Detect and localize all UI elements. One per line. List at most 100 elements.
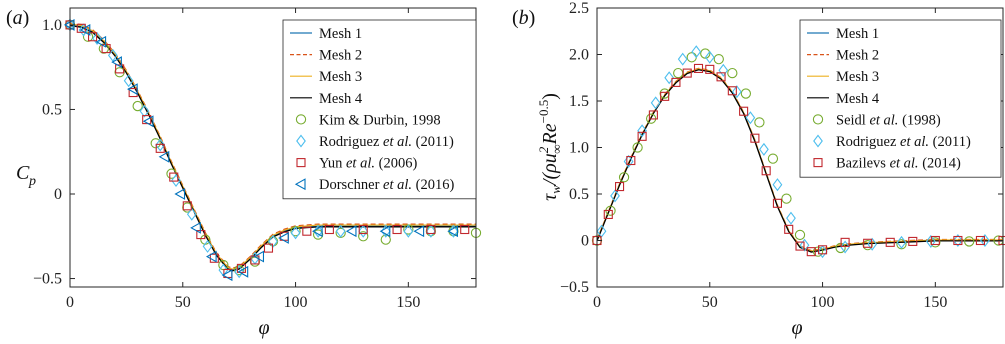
panel-b-point-seidl-et-al-1998	[781, 193, 792, 204]
panel-b-point-seidl-et-al-1998	[862, 239, 873, 251]
panel-a-xtick-label: 0	[66, 294, 74, 311]
panel-b-point-bazilevs-et-al-2014	[795, 241, 805, 251]
panel-b-point-rodriguez-et-al-2011	[637, 124, 647, 138]
panel-b-legend-swatch-rodriguez-et-al-2011	[813, 134, 823, 148]
panel-a-legend-label: Mesh 1	[319, 26, 362, 42]
panel-b-ticks: 0 50 100 150−0.500.51.01.52.02.5	[560, 0, 1003, 311]
panel-b-point-rodriguez-et-al-2011	[867, 237, 878, 251]
panel-a-line-mesh-2	[69, 22, 476, 269]
panel-b-legend-label: Mesh 3	[836, 69, 879, 85]
panel-b-point-bazilevs-et-al-2014	[818, 245, 828, 255]
panel-b-point-rodriguez-et-al-2011	[786, 211, 796, 225]
panel-b-point-bazilevs-et-al-2014	[626, 155, 636, 166]
panel-a-point-rodriguez-et-al-2011	[186, 207, 197, 221]
panel-a-point-dorschner-et-al-2016	[237, 265, 249, 278]
panel-a-legend-label: Mesh 4	[319, 91, 363, 107]
panel-a-point-dorschner-et-al-2016	[278, 232, 289, 244]
panel-b-xtick-label: 0	[593, 294, 601, 311]
panel-b-point-rodriguez-et-al-2011	[772, 178, 783, 192]
panel-b-series-seidl-et-al-1998	[591, 48, 1004, 257]
panel-a-point-yun-et-al-2006	[169, 172, 179, 182]
panel-b-point-rodriguez-et-al-2011	[817, 245, 828, 259]
panel-a-legend-label: Dorschner et al. (2016)	[319, 177, 454, 193]
panel-b-legend-label: Rodriguez et al. (2011)	[836, 134, 971, 150]
panel-a-point-yun-et-al-2006	[155, 143, 165, 153]
panel-a-point-rodriguez-et-al-2011	[155, 138, 166, 152]
panel-b-point-seidl-et-al-1998	[930, 237, 941, 248]
panel-b-xlabel: φ	[791, 317, 802, 339]
panel-b-marks	[591, 45, 1005, 259]
panel-a-point-dorschner-et-al-2016	[447, 225, 458, 238]
panel-b-point-rodriguez-et-al-2011	[664, 71, 675, 85]
panel-b-point-rodriguez-et-al-2011	[745, 111, 756, 125]
panel-a-xtick-label: 50	[175, 294, 191, 311]
panel-a-legend-label: Mesh 3	[319, 69, 362, 85]
panel-b-xtick-label: 50	[702, 294, 718, 311]
panel-a-point-rodriguez-et-al-2011	[139, 104, 150, 118]
panel-a-point-rodriguez-et-al-2011	[426, 224, 436, 238]
panel-a-ylabel-main: C	[16, 162, 30, 184]
panel-b-point-rodriguez-et-al-2011	[759, 142, 769, 156]
panel-a-legend: Mesh 1 Mesh 2 Mesh 3 Mesh 4 Kim & Durbin, 19…	[282, 19, 477, 200]
panel-b-label: (b)	[512, 7, 535, 29]
panel-a-xtick-label: 150	[396, 294, 420, 311]
panel-a-point-yun-et-al-2006	[392, 224, 402, 235]
panel-a-marks	[63, 18, 482, 282]
panel-a-point-dorschner-et-al-2016	[205, 250, 217, 263]
panel-b-point-bazilevs-et-al-2014	[637, 131, 647, 141]
panel-b-point-bazilevs-et-al-2014	[739, 106, 749, 116]
panel-a-ytick-label: −0.5	[33, 271, 62, 288]
panel-a-legend-swatch-dorschner-et-al-2016	[294, 178, 306, 191]
panel-a-point-kim-durbin-1998	[425, 226, 437, 237]
panel-b-point-bazilevs-et-al-2014	[693, 63, 704, 73]
panel-a-point-kim-durbin-1998	[182, 202, 193, 213]
panel-a-point-kim-durbin-1998	[380, 234, 391, 245]
panel-b-point-rodriguez-et-al-2011	[731, 85, 742, 99]
panel-a-point-dorschner-et-al-2016	[111, 56, 122, 69]
panel-a-point-rodriguez-et-al-2011	[123, 74, 134, 88]
panel-b-legend-label: Mesh 4	[836, 91, 880, 107]
panel-a-point-dorschner-et-al-2016	[190, 221, 201, 234]
panel-b-ytick-label: 2.5	[569, 0, 589, 17]
panel-b-legend-box	[799, 19, 1002, 178]
panel-a-point-dorschner-et-al-2016	[158, 150, 170, 163]
panel-a-legend-label: Mesh 2	[319, 48, 362, 64]
panel-a-point-kim-durbin-1998	[114, 67, 125, 78]
panel-a-point-yun-et-al-2006	[263, 243, 274, 253]
panel-b-point-rodriguez-et-al-2011	[840, 240, 850, 254]
panel-b-point-seidl-et-al-1998	[740, 88, 752, 99]
panel-b-legend-label: Seidl et al. (1998)	[836, 112, 941, 128]
panel-a-point-kim-durbin-1998	[98, 43, 109, 54]
panel-b-point-seidl-et-al-1998	[794, 229, 806, 241]
panel-b-point-bazilevs-et-al-2014	[603, 209, 613, 220]
panel-b-xtick-label: 150	[923, 294, 947, 311]
panel-a-ylabel: C p	[16, 162, 36, 189]
panel-a-point-dorschner-et-al-2016	[345, 225, 357, 238]
panel-b-point-bazilevs-et-al-2014	[761, 166, 771, 176]
panel-b-point-rodriguez-et-al-2011	[704, 50, 715, 64]
panel-a-label: (a)	[6, 7, 29, 29]
panel-b-point-bazilevs-et-al-2014	[682, 68, 692, 78]
panel-b-point-rodriguez-et-al-2011	[896, 235, 907, 249]
panel-a-point-yun-et-al-2006	[76, 23, 86, 33]
panel-b-ytick-label: 0	[581, 233, 589, 250]
panel-a-point-rodriguez-et-al-2011	[202, 239, 213, 253]
panel-b-point-rodriguez-et-al-2011	[925, 234, 936, 248]
panel-b-point-seidl-et-al-1998	[964, 236, 975, 247]
panel-a-point-kim-durbin-1998	[166, 168, 177, 179]
panel-b-point-seidl-et-al-1998	[659, 88, 670, 99]
panel-a-point-rodriguez-et-al-2011	[92, 31, 102, 45]
panel-b-series-rodriguez-et-al-2011	[596, 45, 990, 259]
panel-a-point-dorschner-et-al-2016	[142, 115, 154, 128]
panel-b-point-bazilevs-et-al-2014	[908, 236, 918, 246]
panel-a-legend-swatch-kim-durbin-1998	[295, 114, 307, 125]
panel-b-point-seidl-et-al-1998	[713, 54, 724, 65]
panel-a-point-rodriguez-et-al-2011	[107, 48, 118, 62]
panel-b-xtick-label: 100	[811, 294, 835, 311]
panel-a-point-yun-et-al-2006	[460, 224, 470, 235]
panel-b-point-bazilevs-et-al-2014	[784, 224, 794, 234]
panel-b-point-seidl-et-al-1998	[727, 67, 738, 79]
panel-a-legend-label: Kim & Durbin, 1998	[319, 112, 441, 128]
panel-b-point-bazilevs-et-al-2014	[975, 235, 985, 246]
